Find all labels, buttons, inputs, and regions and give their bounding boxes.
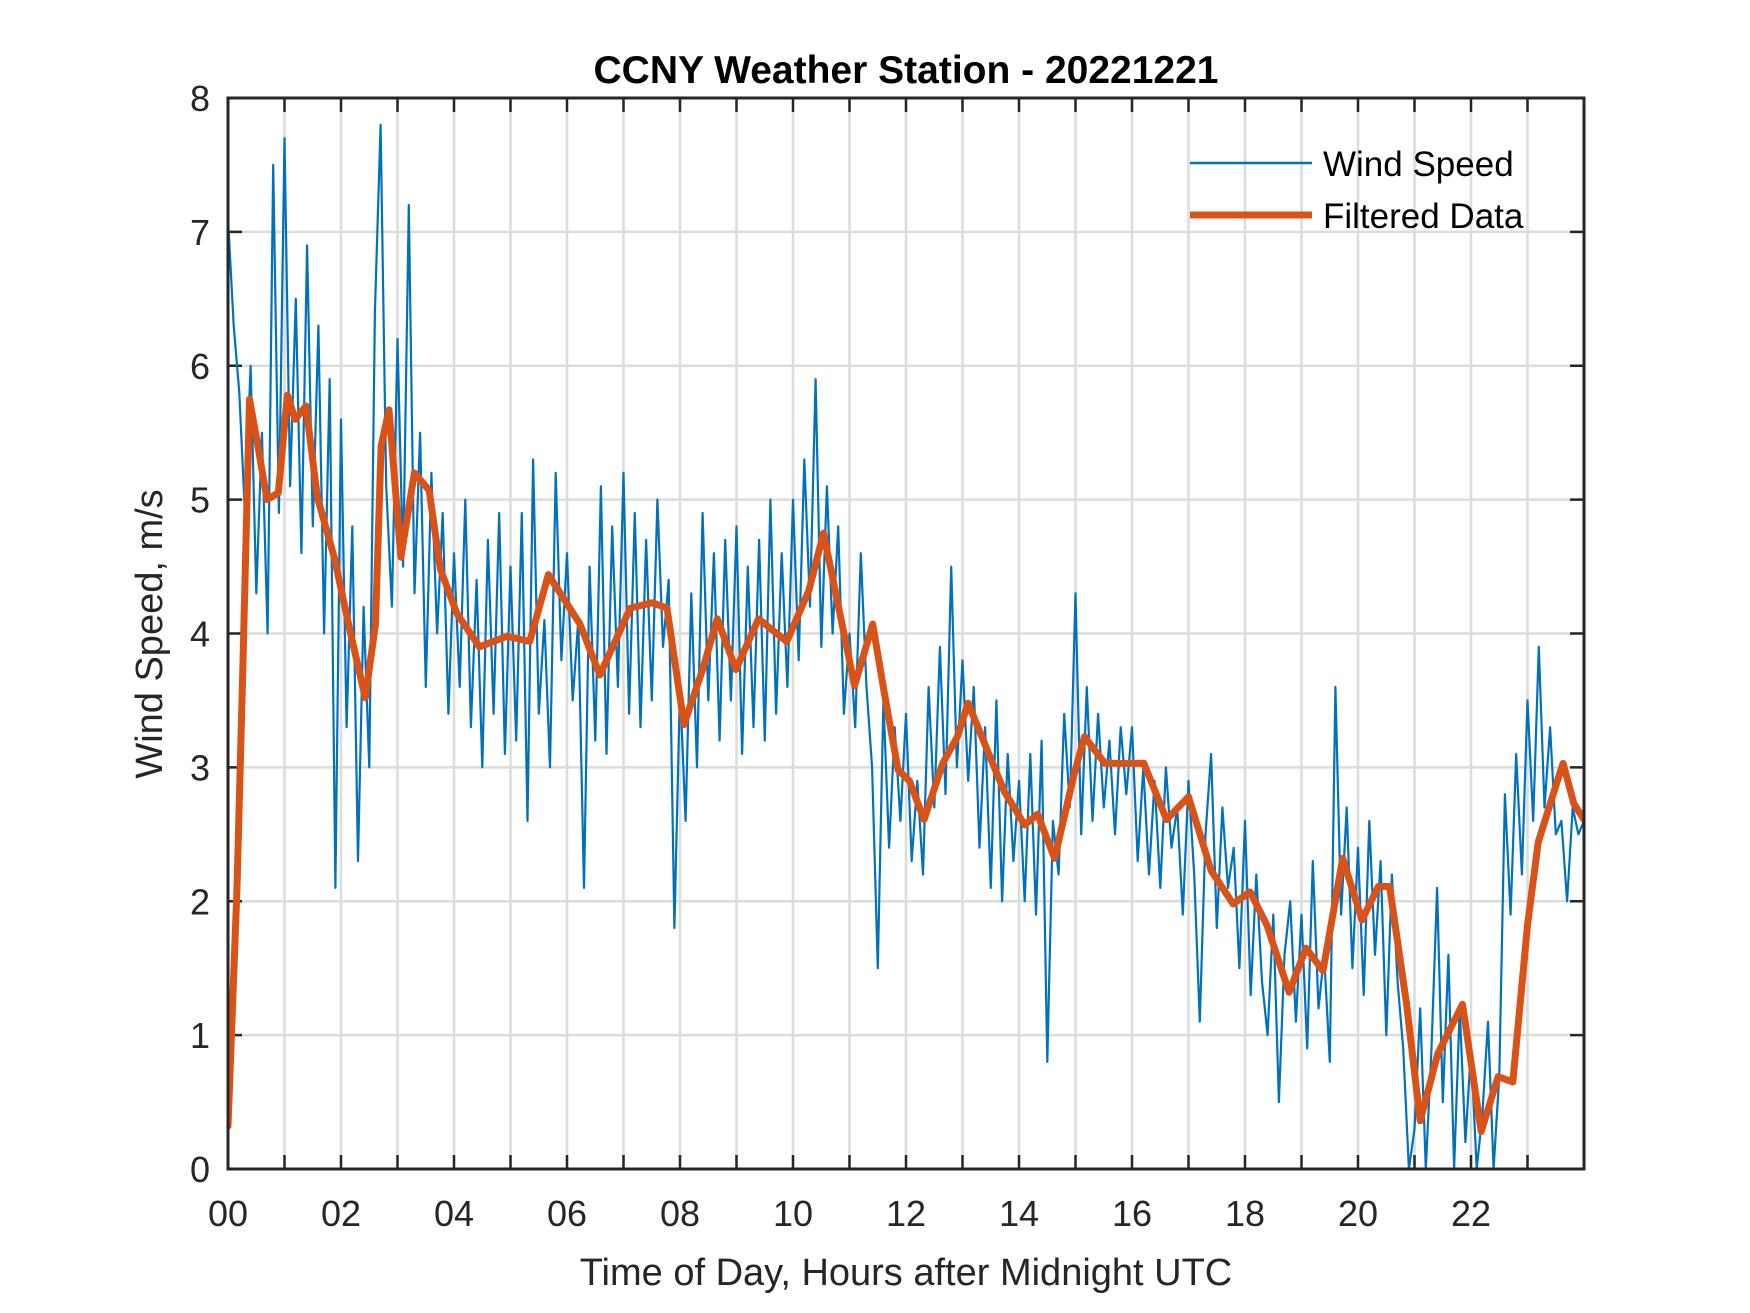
y-tick-label: 4 <box>190 614 210 655</box>
x-tick-label: 20 <box>1338 1193 1378 1234</box>
y-tick-label: 3 <box>190 747 210 788</box>
legend-label-filtered-data: Filtered Data <box>1323 197 1524 236</box>
legend: Wind Speed Filtered Data <box>1190 145 1524 236</box>
y-axis-label: Wind Speed, m/s <box>129 489 171 778</box>
series-filtered-data-line <box>228 391 1584 1135</box>
x-tick-label: 22 <box>1451 1193 1491 1234</box>
axes-box <box>226 96 1586 1171</box>
x-tick-label: 12 <box>886 1193 926 1234</box>
x-tick-label: 04 <box>434 1193 474 1234</box>
y-tick-label: 8 <box>190 78 210 119</box>
axis-ticks <box>228 98 1584 1169</box>
chart-title: CCNY Weather Station - 20221221 <box>594 49 1219 92</box>
series-layer <box>228 123 1584 1169</box>
x-tick-label: 18 <box>1225 1193 1265 1234</box>
series-wind-speed-line <box>228 123 1584 1169</box>
y-tick-label: 6 <box>190 346 210 387</box>
x-tick-label: 14 <box>999 1193 1039 1234</box>
y-tick-label: 1 <box>190 1015 210 1056</box>
x-axis-label: Time of Day, Hours after Midnight UTC <box>580 1252 1233 1294</box>
legend-label-wind-speed: Wind Speed <box>1323 145 1514 184</box>
x-tick-label: 16 <box>1112 1193 1152 1234</box>
x-tick-label: 08 <box>660 1193 700 1234</box>
x-tick-label: 02 <box>321 1193 361 1234</box>
x-tick-label: 06 <box>547 1193 587 1234</box>
y-tick-label: 2 <box>190 881 210 922</box>
y-tick-label: 5 <box>190 480 210 521</box>
x-tick-label: 10 <box>773 1193 813 1234</box>
x-tick-label: 00 <box>208 1193 248 1234</box>
y-tick-labels: 0 1 2 3 4 5 6 7 8 <box>190 78 210 1190</box>
grid-lines <box>228 98 1584 1169</box>
y-tick-label: 7 <box>190 212 210 253</box>
x-tick-labels: 00 02 04 06 08 10 12 14 16 18 20 22 <box>208 1193 1491 1234</box>
y-tick-label: 0 <box>190 1149 210 1190</box>
